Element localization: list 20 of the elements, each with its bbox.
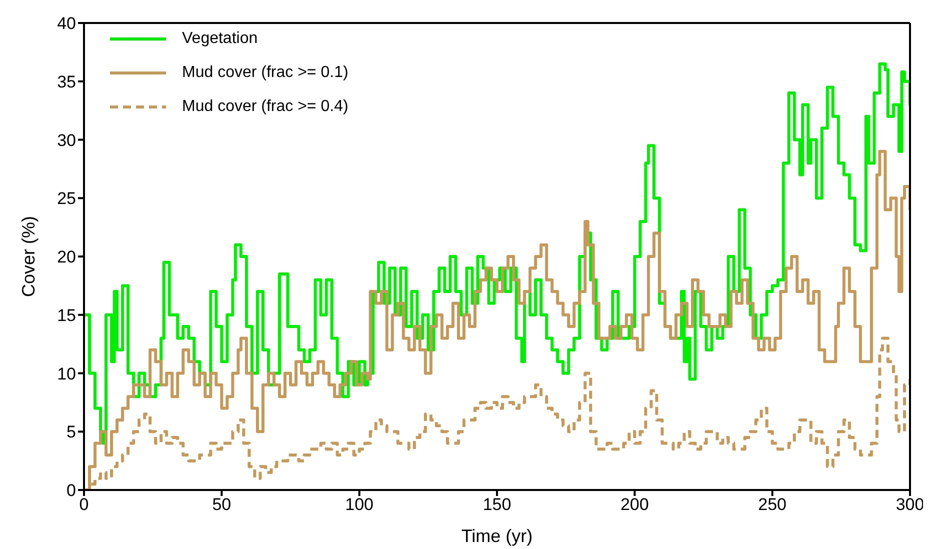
y-tick-label: 35 bbox=[57, 72, 76, 92]
x-tick-label: 0 bbox=[79, 495, 89, 514]
x-tick-label: 50 bbox=[212, 495, 232, 514]
legend-label: Mud cover (frac >= 0.1) bbox=[182, 64, 348, 82]
y-axis-title: Cover (%) bbox=[18, 216, 38, 298]
y-tick-label: 5 bbox=[66, 422, 76, 442]
legend-label: Mud cover (frac >= 0.4) bbox=[182, 98, 348, 116]
x-axis-title: Time (yr) bbox=[461, 526, 533, 546]
y-tick-label: 0 bbox=[66, 481, 76, 500]
x-tick-label: 100 bbox=[345, 495, 374, 514]
legend-label: Vegetation bbox=[182, 30, 258, 48]
y-tick-label: 40 bbox=[57, 14, 76, 34]
x-tick-label: 250 bbox=[758, 495, 787, 514]
y-tick-label: 25 bbox=[57, 189, 76, 208]
y-tick-label: 10 bbox=[57, 364, 76, 384]
x-tick-label: 150 bbox=[482, 495, 512, 514]
y-tick-label: 15 bbox=[57, 306, 76, 325]
y-tick-label: 30 bbox=[57, 130, 76, 150]
y-tick-label: 20 bbox=[57, 248, 76, 267]
x-tick-label: 200 bbox=[620, 495, 649, 514]
